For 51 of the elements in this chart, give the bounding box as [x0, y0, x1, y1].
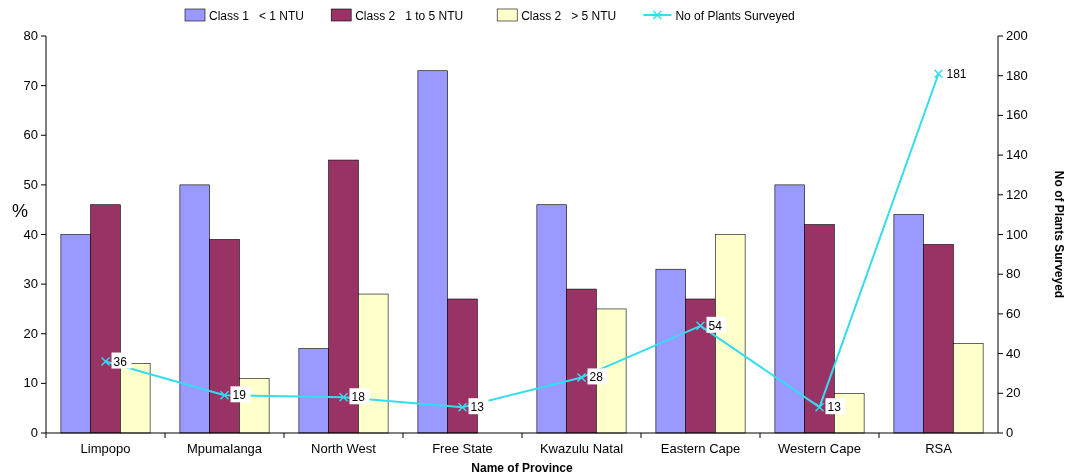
x-tick-label: Kwazulu Natal [539, 441, 624, 456]
x-tick-label: Eastern Cape [660, 441, 741, 456]
point [100, 356, 111, 367]
point [933, 68, 944, 79]
y-tick-label: 10 [23, 375, 38, 391]
y-tick-label: 60 [23, 127, 38, 143]
y2-axis-title: No of Plants Surveyed [1052, 170, 1066, 299]
data-label: 28 [589, 370, 604, 385]
y-tick-label: 50 [23, 176, 38, 192]
y-tick-label: 40 [23, 226, 38, 242]
y2-tick-label: 160 [1006, 107, 1028, 123]
y2-tick-label: 120 [1006, 186, 1028, 202]
data-label: 36 [113, 354, 128, 369]
y2-tick-label: 100 [1006, 226, 1028, 242]
point [457, 402, 468, 412]
legend-label: Class 1 < 1 NTU [209, 9, 305, 23]
y-axis-title: % [11, 200, 29, 221]
legend-label: Class 2 1 to 5 NTU [355, 9, 464, 23]
y2-tick-label: 20 [1006, 385, 1021, 401]
y2-tick-label: 40 [1006, 345, 1021, 361]
y-tick-label: 80 [23, 28, 38, 43]
x-tick-label: Limpopo [80, 441, 131, 456]
y2-tick-label: 80 [1006, 266, 1021, 282]
x-tick-label: Mpumalanga [186, 441, 263, 456]
y2-tick-label: 200 [1006, 28, 1028, 43]
y-tick-label: 30 [23, 276, 38, 292]
data-label: 19 [232, 388, 247, 403]
legend-label: No of Plants Surveyed [675, 9, 795, 23]
legend-label: Class 2 > 5 NTU [521, 9, 617, 23]
x-axis-title: Name of Province [471, 461, 574, 475]
point [814, 402, 825, 412]
point [219, 390, 230, 401]
point [695, 321, 706, 331]
data-label: 181 [946, 66, 967, 81]
y2-tick-label: 0 [1006, 425, 1014, 440]
data-label: 13 [827, 400, 842, 415]
data-label: 13 [470, 400, 485, 415]
x-tick-label: Western Cape [778, 441, 861, 456]
data-label: 54 [708, 318, 723, 333]
y2-tick-label: 180 [1006, 67, 1028, 83]
x-tick-label: RSA [925, 441, 953, 456]
point [576, 372, 587, 383]
y2-tick-label: 140 [1006, 147, 1028, 163]
y2-tick-label: 60 [1006, 305, 1021, 321]
y-tick-label: 70 [23, 77, 38, 93]
x-tick-label: North West [311, 441, 377, 456]
y-tick-label: 20 [23, 325, 38, 341]
y-tick-label: 0 [30, 425, 38, 440]
x-tick-label: Free State [432, 441, 493, 456]
point [338, 392, 349, 403]
data-label: 18 [351, 390, 366, 405]
